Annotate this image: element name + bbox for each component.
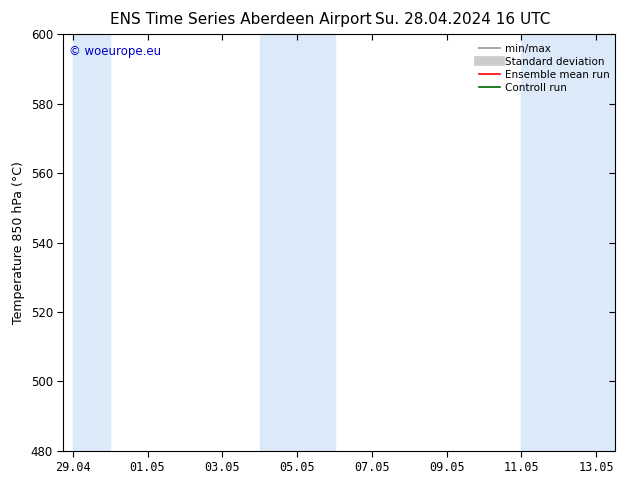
Text: © woeurope.eu: © woeurope.eu [69,45,161,58]
Y-axis label: Temperature 850 hPa (°C): Temperature 850 hPa (°C) [12,161,25,324]
Text: Su. 28.04.2024 16 UTC: Su. 28.04.2024 16 UTC [375,12,550,27]
Bar [260,34,335,451]
Text: ENS Time Series Aberdeen Airport: ENS Time Series Aberdeen Airport [110,12,372,27]
Legend: min/max, Standard deviation, Ensemble mean run, Controll run: min/max, Standard deviation, Ensemble me… [479,44,610,93]
Bar [73,34,110,451]
Bar [522,34,615,451]
